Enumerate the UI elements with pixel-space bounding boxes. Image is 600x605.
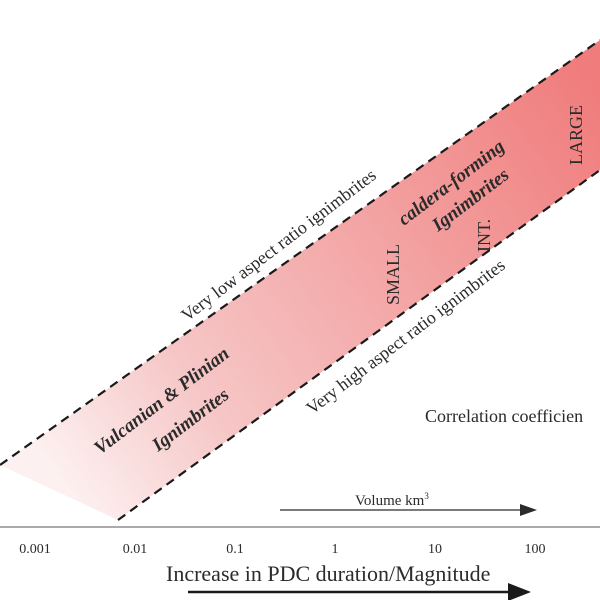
aspect-ratio-band	[0, 40, 600, 520]
x-tick-label: 0.01	[123, 542, 148, 557]
x-tick-label: 100	[525, 542, 546, 557]
x-tick-label: 10	[428, 542, 442, 557]
x-tick-label: 0.001	[19, 542, 51, 557]
magnitude-arrow-head	[508, 583, 531, 601]
x-tick-label: 0.1	[226, 542, 244, 557]
x-axis-ticks: 0.001 0.01 0.1 1 10 100	[19, 542, 545, 557]
size-large-label: LARGE	[566, 105, 586, 165]
lower-boundary-line	[117, 169, 600, 521]
correlation-coefficient-label: Correlation coefficien	[425, 406, 583, 426]
volume-arrow-head	[520, 504, 537, 516]
volume-label: Volume km3	[355, 491, 429, 509]
x-axis-title: Increase in PDC duration/Magnitude	[166, 561, 490, 586]
magnitude-arrow	[188, 583, 531, 601]
volume-superscript: 3	[424, 491, 429, 501]
x-tick-label: 1	[332, 542, 339, 557]
size-small-label: SMALL	[383, 244, 403, 305]
size-intermediate-label: INT.	[474, 219, 494, 252]
volume-arrow: Volume km3	[280, 491, 537, 516]
upper-boundary-line	[0, 39, 600, 466]
